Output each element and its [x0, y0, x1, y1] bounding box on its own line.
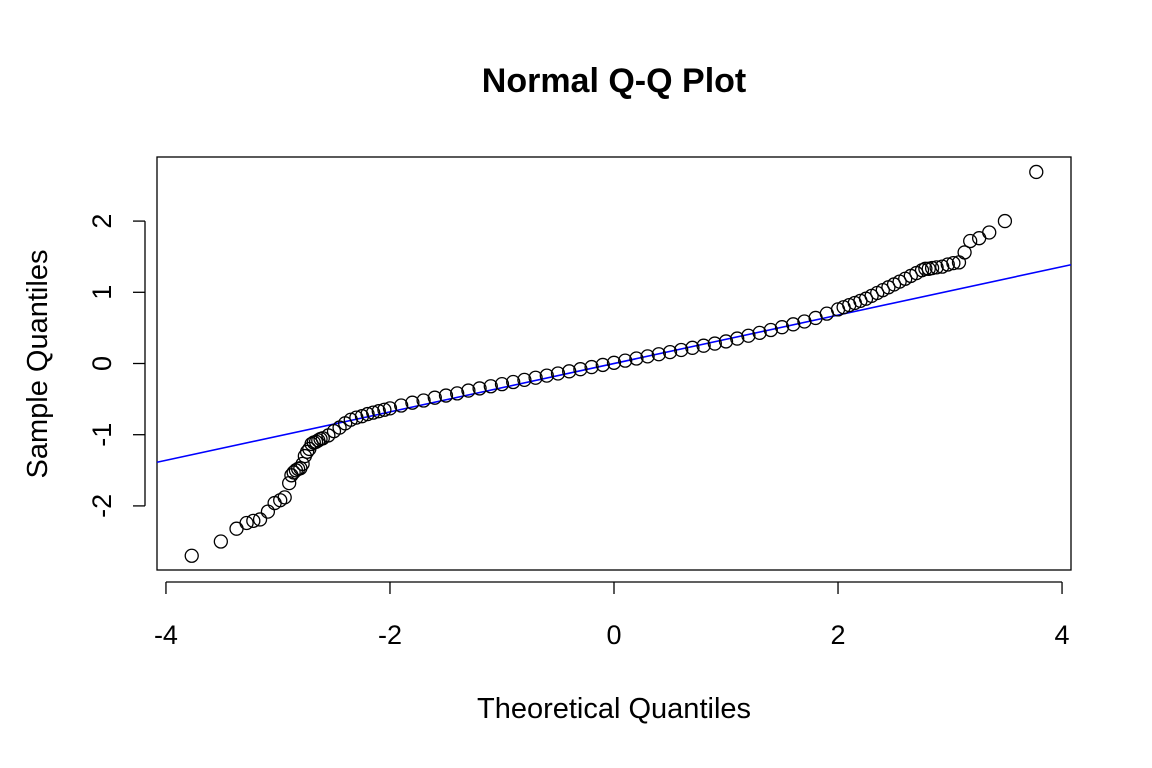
data-point	[595, 357, 610, 373]
data-point	[997, 213, 1013, 229]
data-point	[517, 372, 532, 388]
data-point	[229, 521, 244, 536]
data-point	[640, 349, 655, 364]
data-point	[450, 386, 465, 401]
data-point	[651, 347, 666, 362]
data-point	[308, 434, 324, 449]
data-point	[483, 379, 498, 394]
data-point	[707, 336, 722, 351]
data-point	[752, 325, 767, 341]
data-point	[924, 260, 940, 276]
data-point	[273, 493, 288, 508]
data-point	[299, 444, 315, 459]
data-point	[685, 340, 700, 355]
data-point	[461, 383, 476, 398]
y-tick-label: -2	[87, 494, 117, 518]
data-point	[618, 353, 633, 368]
data-point	[562, 364, 577, 379]
data-point	[606, 355, 622, 370]
data-point	[662, 344, 678, 360]
plot-frame	[156, 156, 1072, 571]
data-point	[539, 368, 554, 383]
qq-reference-line	[156, 263, 1072, 464]
data-point	[982, 225, 997, 240]
data-point	[405, 395, 420, 410]
x-tick-label: 4	[1055, 620, 1070, 650]
data-point	[696, 338, 711, 353]
data-point	[1029, 164, 1044, 180]
data-point	[718, 334, 734, 349]
data-point	[277, 490, 292, 505]
data-point	[438, 388, 454, 403]
data-point	[741, 328, 756, 343]
data-point	[427, 390, 442, 405]
data-point	[730, 331, 745, 346]
data-point	[528, 370, 543, 385]
data-point	[506, 374, 521, 390]
data-point	[184, 548, 199, 563]
data-point	[957, 245, 972, 260]
y-axis: -2 -1 0 1 2	[87, 214, 146, 518]
plot-area	[156, 156, 1072, 571]
data-point	[394, 398, 409, 413]
x-tick-label: -4	[154, 620, 178, 650]
x-axis: -4 -2 0 2 4	[154, 581, 1070, 650]
x-tick-label: 2	[831, 620, 846, 650]
y-tick-label: -1	[87, 423, 117, 447]
data-point	[295, 456, 310, 472]
data-point	[260, 504, 276, 519]
data-point	[246, 513, 261, 529]
data-point	[382, 401, 398, 416]
data-point	[629, 351, 644, 366]
data-point	[213, 534, 228, 549]
data-point	[366, 405, 381, 420]
data-point	[963, 233, 978, 249]
data-point	[252, 512, 268, 527]
data-point	[371, 404, 386, 419]
data-point	[940, 257, 955, 272]
data-point	[674, 342, 689, 358]
chart-title: Normal Q-Q Plot	[482, 62, 746, 100]
data-point	[584, 359, 599, 375]
data-point	[786, 317, 801, 332]
data-point	[763, 322, 778, 338]
data-point	[472, 381, 487, 396]
x-axis-label: Theoretical Quantiles	[477, 693, 751, 725]
data-point	[360, 406, 375, 422]
y-axis-label: Sample Quantiles	[22, 250, 54, 479]
data-point	[946, 255, 961, 271]
x-tick-label: 0	[606, 620, 621, 650]
data-point	[239, 515, 254, 531]
data-point	[550, 366, 566, 381]
y-tick-label: 0	[87, 356, 117, 371]
y-tick-label: 2	[87, 214, 117, 229]
data-point	[377, 402, 392, 417]
data-point	[918, 261, 933, 276]
data-point	[929, 260, 944, 275]
x-tick-label: -2	[378, 620, 402, 650]
data-point	[416, 393, 431, 408]
data-point	[774, 320, 790, 335]
data-point	[972, 231, 987, 246]
data-point	[494, 376, 510, 392]
y-tick-label: 1	[87, 285, 117, 300]
data-point	[573, 362, 588, 377]
